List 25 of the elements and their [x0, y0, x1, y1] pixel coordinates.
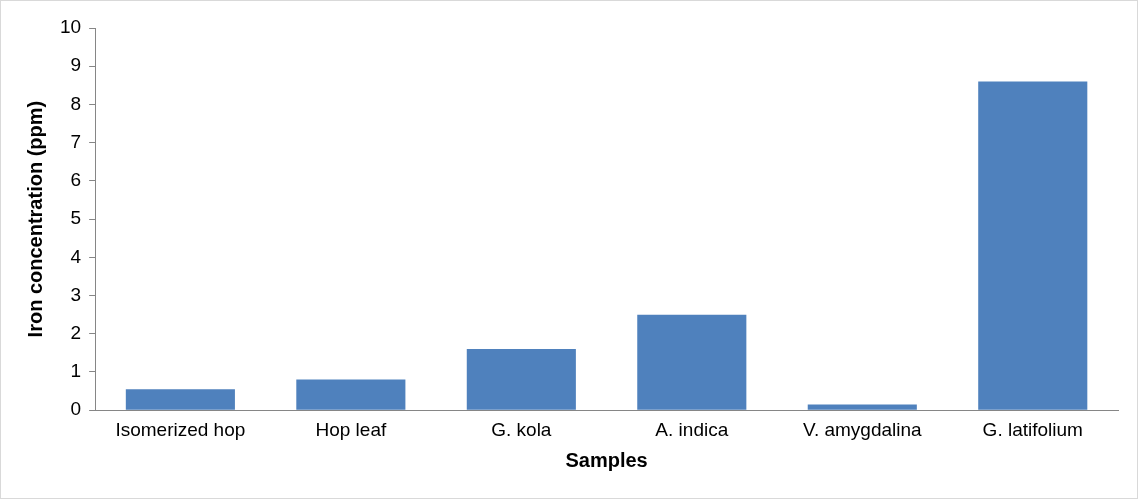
y-tick-label: 1: [70, 360, 82, 382]
y-tick-label: 10: [59, 16, 82, 38]
bar: [466, 349, 576, 410]
y-tick-label: 5: [70, 207, 82, 229]
x-tick-label: A. indica: [655, 418, 729, 440]
y-tick-label: 6: [70, 169, 82, 191]
bar: [978, 81, 1088, 410]
y-tick-label: 7: [70, 130, 82, 152]
y-tick-label: 3: [70, 283, 82, 305]
x-axis-title: Samples: [565, 448, 648, 471]
y-tick-label: 0: [70, 398, 82, 420]
x-tick-label: G. kola: [491, 418, 552, 440]
bar: [296, 379, 406, 410]
x-tick-label: V. amygdalina: [802, 418, 923, 440]
x-tick-label: Isomerized hop: [115, 418, 246, 440]
bar: [125, 389, 235, 410]
y-tick-label: 2: [70, 321, 82, 343]
y-tick-label: 9: [70, 54, 82, 76]
y-tick-label: 8: [70, 92, 82, 114]
x-tick-label: G. latifolium: [982, 418, 1083, 440]
bar: [637, 314, 747, 410]
x-tick-label: Hop leaf: [315, 418, 387, 440]
y-tick-label: 4: [70, 245, 82, 267]
y-axis-title: Iron concentration (ppm): [23, 100, 46, 338]
bar: [807, 404, 917, 410]
